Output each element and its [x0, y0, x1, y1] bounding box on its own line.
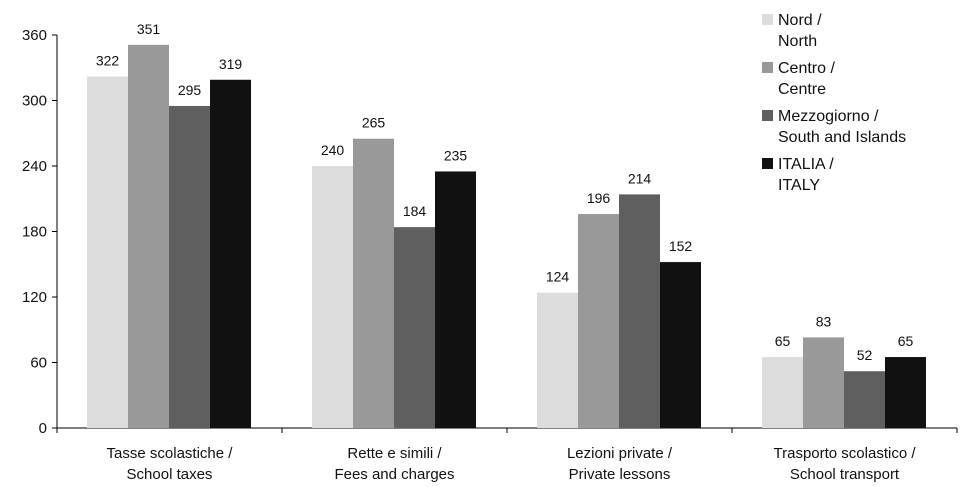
y-tick-labels: 0 60 120 180 240 300 360: [22, 27, 47, 437]
bar-value-label: 52: [857, 347, 873, 363]
y-tick-label: 180: [22, 224, 47, 241]
y-tick-label: 120: [22, 289, 47, 306]
legend-label: South and Islands: [778, 129, 906, 146]
bar: [128, 44, 169, 428]
y-tick-label: 360: [22, 27, 47, 44]
legend-swatch: [762, 14, 773, 25]
data-labels: 322 351 295 319 240 265 184 235 124 196 214 152 65 83…: [96, 21, 914, 363]
x-category-label: School taxes: [127, 466, 213, 483]
bar: [87, 76, 128, 428]
bar-value-label: 295: [178, 82, 202, 98]
x-category-label: School transport: [790, 466, 900, 483]
legend-label: North: [778, 33, 817, 50]
bar-value-label: 235: [444, 147, 468, 163]
legend-swatch: [762, 62, 773, 73]
bars: [87, 44, 926, 429]
bar-value-label: 265: [362, 115, 386, 131]
legend-swatch: [762, 110, 773, 121]
x-category-label: Trasporto scolastico /: [774, 445, 917, 462]
bar: [210, 79, 251, 428]
bar-value-label: 124: [546, 269, 570, 285]
bar-value-label: 65: [775, 333, 791, 349]
legend-swatch: [762, 158, 773, 169]
bar: [762, 357, 803, 428]
bar-value-label: 83: [816, 313, 832, 329]
legend-label: Nord /: [778, 12, 822, 29]
bar: [169, 105, 210, 428]
bar: [394, 227, 435, 428]
bar: [844, 371, 885, 428]
bar-value-label: 184: [403, 203, 427, 219]
bar: [660, 262, 701, 428]
bar-value-label: 65: [898, 333, 914, 349]
x-category-label: Private lessons: [569, 466, 671, 483]
bar-value-label: 240: [321, 142, 345, 158]
bar: [578, 214, 619, 428]
x-tick-labels: Tasse scolastiche / School taxes Rette e s…: [107, 445, 917, 483]
bar: [537, 292, 578, 428]
bar-value-label: 214: [628, 170, 652, 186]
legend-label: Centre: [778, 81, 826, 98]
x-category-label: Lezioni private /: [567, 445, 673, 462]
bar: [803, 337, 844, 428]
y-tick-label: 0: [39, 420, 47, 437]
bar: [619, 194, 660, 428]
bar-value-label: 196: [587, 190, 611, 206]
legend-label: ITALIA /: [778, 156, 834, 173]
y-tick-label: 60: [30, 355, 47, 372]
bar-value-label: 322: [96, 52, 120, 68]
y-tick-label: 300: [22, 93, 47, 110]
x-category-label: Fees and charges: [334, 466, 454, 483]
bar: [353, 138, 394, 429]
legend: Nord / North Centro / Centre Mezzogiorno / So…: [762, 12, 906, 194]
y-tick-label: 240: [22, 158, 47, 175]
bar-value-label: 319: [219, 56, 243, 72]
bar: [312, 166, 353, 428]
legend-label: ITALY: [778, 177, 820, 194]
bar-value-label: 351: [137, 21, 161, 37]
bar: [885, 357, 926, 428]
legend-label: Mezzogiorno /: [778, 108, 879, 125]
x-category-label: Rette e simili /: [347, 445, 442, 462]
bar: [435, 171, 476, 429]
bar-value-label: 152: [669, 238, 693, 254]
x-category-label: Tasse scolastiche /: [107, 445, 234, 462]
legend-label: Centro /: [778, 60, 835, 77]
